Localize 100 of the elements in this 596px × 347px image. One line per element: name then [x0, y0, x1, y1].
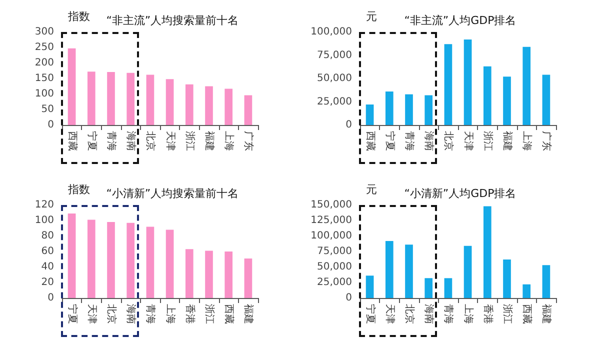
y-tick-label: 120	[34, 200, 54, 210]
y-tick-label: 300	[34, 26, 54, 38]
chart-title: “小清新”人均GDP排名	[404, 187, 516, 200]
bar	[522, 46, 531, 125]
bar	[224, 88, 233, 125]
bar	[503, 76, 511, 125]
y-tick-label: 20	[41, 277, 54, 288]
y-axis-title: 元	[366, 183, 377, 196]
bar	[503, 260, 511, 298]
x-tick-label: 香港	[184, 304, 196, 324]
x-tick-label: 西藏	[364, 131, 376, 151]
x-tick-label: 浙江	[184, 131, 196, 151]
y-tick-label: 125,000	[310, 215, 352, 226]
y-tick-label: 0	[346, 120, 352, 130]
x-tick-label: 青海	[144, 304, 157, 324]
y-tick-label: 80	[41, 230, 54, 242]
bar	[444, 278, 452, 298]
y-axis-title: 元	[366, 10, 377, 23]
chart-title: “小清新”人均搜索量前十名	[106, 187, 239, 200]
bar	[366, 104, 374, 125]
x-tick-label: 宁夏	[364, 304, 376, 324]
y-tick-label: 50,000	[317, 73, 352, 84]
y-tick-label: 100	[34, 215, 54, 226]
x-tick-label: 广东	[242, 131, 255, 151]
x-tick-label: 福建	[242, 304, 255, 324]
x-tick-label: 天津	[164, 131, 176, 151]
x-tick-label: 北京	[404, 304, 416, 324]
x-tick-label: 西藏	[521, 304, 534, 324]
y-tick-label: 40	[41, 262, 54, 272]
x-tick-label: 北京	[106, 304, 118, 324]
bar	[483, 66, 492, 125]
x-tick-label: 海南	[125, 131, 138, 151]
bar	[146, 226, 154, 298]
bar	[542, 74, 550, 125]
y-tick-label: 100,000	[310, 26, 352, 38]
y-tick-label: 100,000	[310, 230, 352, 242]
x-tick-label: 宁夏	[384, 131, 396, 151]
x-tick-label: 浙江	[482, 131, 494, 151]
x-tick-label: 青海	[442, 304, 455, 324]
y-tick-label: 0	[48, 120, 54, 130]
bar	[126, 72, 135, 125]
bar	[405, 94, 413, 125]
y-tick-label: 50,000	[317, 262, 352, 272]
x-tick-label: 福建	[502, 131, 514, 151]
x-tick-label: 浙江	[502, 304, 514, 324]
bar	[166, 230, 174, 298]
x-tick-label: 北京	[442, 131, 455, 151]
y-tick-label: 50	[41, 104, 54, 115]
bar	[126, 222, 135, 298]
x-tick-label: 海南	[423, 304, 436, 324]
chart-title: “非主流”人均GDP排名	[404, 14, 516, 27]
x-tick-label: 天津	[86, 304, 98, 324]
x-tick-label: 青海	[404, 131, 416, 151]
y-tick-label: 60	[41, 246, 54, 257]
x-tick-label: 宁夏	[66, 304, 78, 324]
bar	[87, 220, 96, 298]
bar	[464, 39, 472, 125]
x-tick-label: 天津	[384, 304, 396, 324]
bar	[522, 284, 531, 298]
x-tick-label: 上海	[223, 131, 236, 151]
x-tick-label: 福建	[540, 304, 553, 324]
y-tick-label: 250	[34, 42, 54, 53]
y-tick-label: 25,000	[317, 96, 352, 108]
y-axis-title: 指数	[67, 183, 90, 196]
bar	[87, 72, 96, 125]
x-tick-label: 西藏	[223, 304, 236, 324]
bar	[68, 214, 76, 298]
y-tick-label: 150,000	[310, 200, 352, 210]
bar	[483, 206, 492, 298]
x-tick-label: 上海	[164, 304, 176, 324]
x-tick-label: 宁夏	[86, 131, 98, 151]
y-axis-title: 指数	[67, 10, 90, 23]
bar	[424, 95, 433, 125]
x-tick-label: 西藏	[66, 131, 78, 151]
bar	[107, 72, 115, 125]
bar	[205, 250, 213, 298]
x-tick-label: 上海	[462, 304, 474, 324]
y-tick-label: 100	[34, 88, 54, 100]
x-tick-label: 海南	[423, 131, 436, 151]
bar	[244, 95, 252, 125]
chart-title: “非主流”人均搜索量前十名	[106, 14, 239, 27]
bar	[185, 249, 194, 298]
x-tick-label: 广东	[540, 131, 553, 151]
x-tick-label: 浙江	[204, 304, 216, 324]
bar	[464, 246, 472, 298]
bar	[542, 265, 550, 298]
bar	[366, 276, 374, 298]
bar	[166, 79, 174, 125]
bar	[405, 244, 413, 298]
x-tick-label: 北京	[144, 131, 157, 151]
y-tick-label: 75,000	[317, 50, 352, 61]
y-tick-label: 150	[34, 73, 54, 84]
x-tick-label: 香港	[482, 304, 494, 324]
bar	[244, 258, 252, 298]
bar	[185, 84, 194, 125]
x-tick-label: 上海	[521, 131, 534, 151]
bar	[107, 222, 115, 298]
bar	[68, 48, 76, 125]
y-tick-label: 200	[34, 58, 54, 68]
x-tick-label: 福建	[204, 131, 216, 151]
